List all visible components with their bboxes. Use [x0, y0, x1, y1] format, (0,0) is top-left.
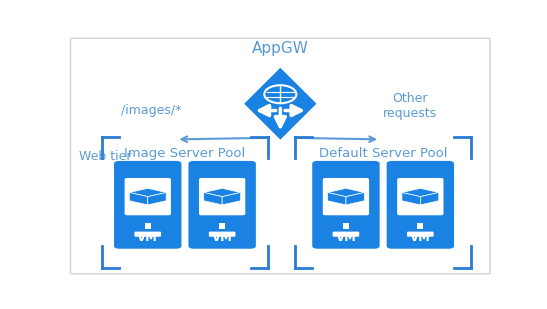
- Polygon shape: [402, 188, 439, 197]
- FancyBboxPatch shape: [114, 161, 182, 249]
- Text: VM: VM: [335, 231, 357, 244]
- Text: Other
requests: Other requests: [382, 92, 437, 120]
- Polygon shape: [129, 193, 148, 205]
- Polygon shape: [402, 193, 420, 205]
- Text: Web tier: Web tier: [79, 150, 131, 163]
- FancyBboxPatch shape: [189, 161, 256, 249]
- FancyBboxPatch shape: [199, 178, 245, 215]
- Text: Image Server Pool: Image Server Pool: [124, 146, 246, 159]
- FancyBboxPatch shape: [219, 223, 225, 230]
- Polygon shape: [346, 193, 364, 205]
- Polygon shape: [203, 188, 241, 197]
- FancyBboxPatch shape: [397, 178, 444, 215]
- Polygon shape: [420, 193, 439, 205]
- FancyBboxPatch shape: [407, 232, 434, 237]
- FancyBboxPatch shape: [333, 232, 359, 237]
- FancyBboxPatch shape: [145, 223, 150, 230]
- Polygon shape: [328, 193, 346, 205]
- Text: VM: VM: [137, 231, 158, 244]
- Text: Default Server Pool: Default Server Pool: [319, 146, 447, 159]
- FancyBboxPatch shape: [417, 223, 423, 230]
- FancyBboxPatch shape: [387, 161, 454, 249]
- Text: VM: VM: [212, 231, 232, 244]
- FancyBboxPatch shape: [71, 38, 490, 274]
- FancyBboxPatch shape: [323, 178, 369, 215]
- FancyBboxPatch shape: [312, 161, 380, 249]
- Polygon shape: [328, 188, 364, 197]
- FancyBboxPatch shape: [135, 232, 161, 237]
- FancyBboxPatch shape: [125, 178, 171, 215]
- Text: VM: VM: [410, 231, 431, 244]
- Text: /images/*: /images/*: [121, 104, 181, 117]
- Polygon shape: [242, 66, 318, 142]
- Polygon shape: [222, 193, 241, 205]
- Polygon shape: [203, 193, 222, 205]
- Polygon shape: [148, 193, 166, 205]
- FancyBboxPatch shape: [343, 223, 349, 230]
- FancyBboxPatch shape: [209, 232, 235, 237]
- Text: AppGW: AppGW: [252, 41, 309, 56]
- Polygon shape: [129, 188, 166, 197]
